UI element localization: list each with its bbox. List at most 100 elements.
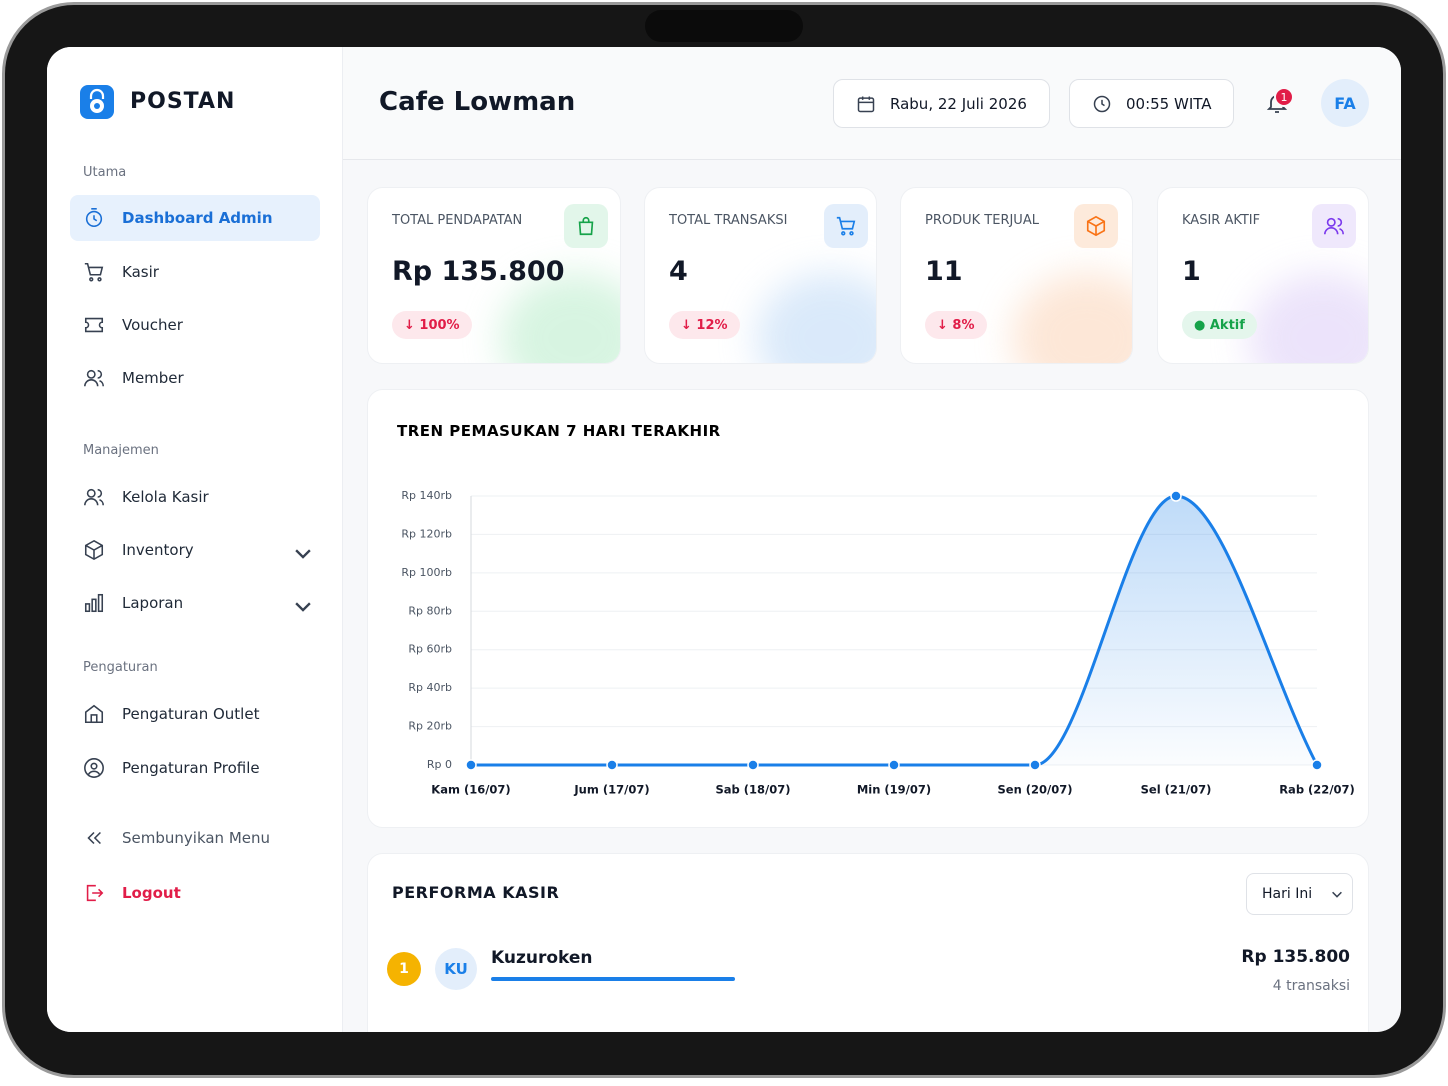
stat-label: PRODUK TERJUAL	[925, 213, 1039, 228]
nav-label: Pengaturan Outlet	[122, 705, 260, 723]
nav-item[interactable]: Dashboard Admin	[70, 195, 320, 241]
y-tick-label: Rp 100rb	[401, 566, 452, 579]
point	[888, 759, 900, 771]
stat-card: PRODUK TERJUAL 11 ↓ 8%	[900, 187, 1133, 364]
nav-label: Voucher	[122, 316, 183, 334]
logo-icon	[80, 85, 114, 119]
stat-value: 11	[925, 256, 963, 287]
nav-item[interactable]: Laporan	[70, 580, 320, 626]
stat-change: ↓ 8%	[925, 311, 987, 339]
nav-item[interactable]: Pengaturan Outlet	[70, 691, 320, 737]
avatar[interactable]: FA	[1321, 79, 1369, 127]
y-tick-label: Rp 60rb	[408, 643, 452, 656]
nav-item[interactable]: Inventory	[70, 527, 320, 573]
kasir-progress	[491, 977, 735, 981]
nav-item[interactable]: Member	[70, 355, 320, 401]
y-tick-label: Rp 80rb	[408, 604, 452, 617]
stat-icon	[1312, 204, 1356, 248]
kasir-avatar: KU	[435, 948, 477, 990]
stat-icon	[564, 204, 608, 248]
sidebar: POSTAN Utama Dashboard Admin Kasir Vouch…	[47, 47, 343, 1032]
stat-label: KASIR AKTIF	[1182, 213, 1261, 228]
stat-label: TOTAL PENDAPATAN	[392, 213, 523, 228]
notification-badge: 1	[1274, 87, 1294, 107]
logout[interactable]: Logout	[70, 870, 320, 916]
kasir-name: Kuzuroken	[491, 948, 593, 968]
nav-label: Sembunyikan Menu	[122, 829, 271, 847]
period-filter[interactable]: Hari Ini	[1246, 873, 1353, 915]
stat-icon	[1074, 204, 1118, 248]
y-tick-label: Rp 40rb	[408, 681, 452, 694]
nav-item[interactable]: Voucher	[70, 302, 320, 348]
stat-value: 1	[1182, 256, 1201, 287]
point	[1029, 759, 1041, 771]
section-title: Utama	[83, 165, 127, 180]
screen: POSTAN Utama Dashboard Admin Kasir Vouch…	[47, 47, 1401, 1032]
date-pill: Rabu, 22 Juli 2026	[833, 79, 1050, 128]
date: Rabu, 22 Juli 2026	[890, 94, 1027, 113]
stat-value: Rp 135.800	[392, 256, 565, 287]
stat-change: ↓ 100%	[392, 311, 472, 339]
hide-menu[interactable]: Sembunyikan Menu	[70, 815, 320, 861]
change-text: 8%	[952, 317, 975, 333]
stat-label: TOTAL TRANSAKSI	[669, 213, 788, 228]
kasir-revenue: Rp 135.800	[1241, 947, 1350, 967]
x-tick-label: Sel (21/07)	[1141, 783, 1212, 797]
section-title: Pengaturan	[83, 660, 158, 675]
nav-label: Dashboard Admin	[122, 209, 273, 227]
chart-title: TREN PEMASUKAN 7 HARI TERAKHIR	[397, 422, 721, 440]
time: 00:55 WITA	[1126, 94, 1212, 113]
stat-change: ↓ 12%	[669, 311, 740, 339]
nav-item[interactable]: Pengaturan Profile	[70, 745, 320, 791]
y-tick-label: Rp 20rb	[408, 720, 452, 733]
point	[747, 759, 759, 771]
nav-label: Pengaturan Profile	[122, 759, 260, 777]
kasir-card: PERFORMA KASIR Hari Ini 1 KU Kuzuroken R…	[367, 853, 1369, 1032]
stat-card: TOTAL PENDAPATAN Rp 135.800 ↓ 100%	[367, 187, 621, 364]
section-title: Manajemen	[83, 443, 159, 458]
y-tick-label: Rp 120rb	[401, 527, 452, 540]
x-tick-label: Kam (16/07)	[431, 783, 510, 797]
point	[1170, 490, 1182, 502]
outlet-title: Cafe Lowman	[379, 87, 576, 117]
change-text: 100%	[419, 317, 460, 333]
rank-badge: 1	[387, 952, 421, 986]
chart: TREN PEMASUKAN 7 HARI TERAKHIR Rp 0 Rp 20…	[397, 422, 1355, 797]
line	[471, 494, 1319, 767]
chart-card: TREN PEMASUKAN 7 HARI TERAKHIR Rp 0 Rp 20…	[367, 389, 1369, 828]
area	[471, 496, 1317, 765]
nav-label: Member	[122, 369, 184, 387]
brand: POSTAN	[130, 89, 236, 114]
stat-value: 4	[669, 256, 688, 287]
stat-card: TOTAL TRANSAKSI 4 ↓ 12%	[644, 187, 877, 364]
filter-text: Hari Ini	[1262, 886, 1313, 902]
y-tick-label: Rp 0	[427, 758, 452, 771]
time-pill: 00:55 WITA	[1069, 79, 1234, 128]
point	[606, 759, 618, 771]
point	[1311, 759, 1323, 771]
stat-status: ● Aktif	[1182, 311, 1257, 339]
nav-label: Kelola Kasir	[122, 488, 209, 506]
x-tick-label: Sab (18/07)	[716, 783, 791, 797]
nav-label: Kasir	[122, 263, 159, 281]
nav-label: Inventory	[122, 541, 194, 559]
nav-item[interactable]: Kelola Kasir	[70, 474, 320, 520]
x-tick-label: Jum (17/07)	[573, 783, 649, 797]
nav-label: Laporan	[122, 594, 184, 612]
stat-icon	[824, 204, 868, 248]
x-tick-label: Sen (20/07)	[998, 783, 1073, 797]
point	[465, 759, 477, 771]
nav-item[interactable]: Kasir	[70, 249, 320, 295]
status-text: Aktif	[1209, 317, 1245, 333]
nav-label: Logout	[122, 884, 181, 902]
stat-card: KASIR AKTIF 1 ● Aktif	[1157, 187, 1369, 364]
kasir-title: PERFORMA KASIR	[392, 883, 560, 902]
y-tick-label: Rp 140rb	[401, 489, 452, 502]
x-tick-label: Rab (22/07)	[1279, 783, 1355, 797]
header: Cafe Lowman Rabu, 22 Juli 2026 00:55 WIT…	[343, 47, 1401, 160]
change-text: 12%	[696, 317, 728, 333]
kasir-transactions: 4 transaksi	[1272, 978, 1350, 994]
x-tick-label: Min (19/07)	[857, 783, 931, 797]
camera-notch	[645, 10, 803, 42]
